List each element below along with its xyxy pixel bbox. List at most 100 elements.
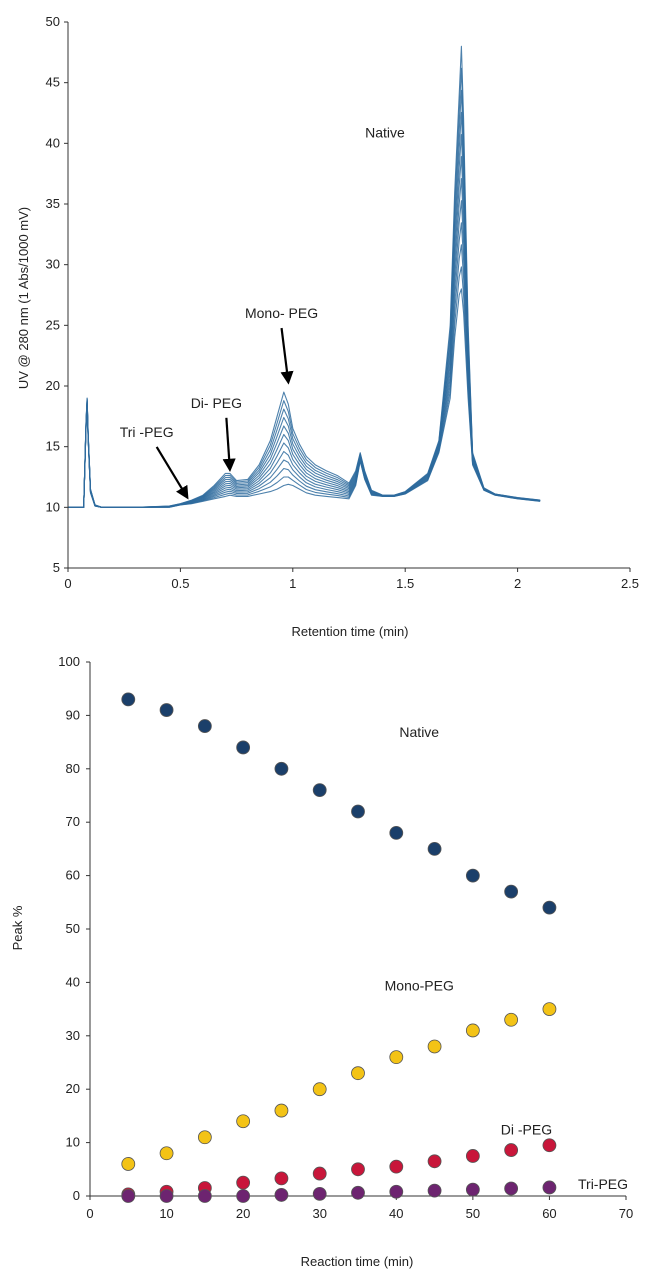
chromatogram-x-ticks: 0 0.5 1 1.5 2 2.5: [64, 568, 639, 591]
series-label-di-peg: Di -PEG: [501, 1122, 552, 1138]
chromatogram-y-ticks: 5 10 15 20 25 30 35 40 45 50: [46, 14, 68, 575]
peak-percent-y-tick-label: 70: [66, 814, 80, 829]
chromatogram-annotation: Mono- PEG: [245, 305, 318, 321]
chromatogram-trace: [68, 89, 541, 508]
point-di-peg: [542, 1138, 557, 1153]
point-di-peg: [274, 1171, 289, 1186]
series-label-native: Native: [399, 724, 439, 740]
point-mono-peg: [427, 1039, 442, 1054]
point-native: [351, 804, 365, 819]
point-tri-peg: [236, 1189, 251, 1203]
peak-percent-y-axis-label: Peak %: [10, 905, 25, 950]
point-native: [389, 825, 404, 840]
point-mono-peg: [121, 1157, 136, 1171]
point-tri-peg: [121, 1189, 136, 1203]
chromatogram-annotation: Native: [365, 124, 405, 140]
chromatogram-y-tick-label: 5: [53, 560, 60, 575]
point-di-peg: [504, 1143, 519, 1157]
peak-percent-y-tick-label: 40: [66, 974, 80, 989]
chromatogram-y-tick-label: 35: [46, 196, 60, 211]
chromatogram-y-tick-label: 20: [46, 378, 60, 393]
peak-percent-x-tick-label: 70: [619, 1206, 633, 1221]
chromatogram-traces: [68, 45, 541, 508]
point-tri-peg: [389, 1184, 404, 1199]
chromatogram-x-tick-label: 0: [64, 576, 71, 591]
chromatogram-annotation-arrow: [222, 417, 236, 472]
point-native: [312, 783, 327, 798]
chromatogram-x-tick-label: 1.5: [396, 576, 414, 591]
point-di-peg: [389, 1159, 404, 1174]
peak-percent-x-tick-label: 10: [159, 1206, 173, 1221]
chromatogram-x-axis-label: Retention time (min): [291, 624, 408, 639]
chromatogram-annotation: Tri -PEG: [120, 424, 174, 440]
point-tri-peg: [274, 1188, 289, 1202]
peak-percent-x-tick-label: 0: [86, 1206, 93, 1221]
point-tri-peg: [197, 1189, 212, 1203]
point-tri-peg: [159, 1189, 174, 1203]
point-di-peg: [465, 1149, 480, 1163]
point-tri-peg: [351, 1185, 365, 1200]
chromatogram-y-tick-label: 15: [46, 439, 60, 454]
chromatogram-trace: [68, 67, 541, 508]
point-mono-peg: [312, 1082, 327, 1097]
chromatogram-y-tick-label: 30: [46, 257, 60, 272]
peak-percent-y-tick-label: 80: [66, 761, 80, 776]
chromatogram-y-tick-label: 10: [46, 499, 60, 514]
peak-percent-y-tick-label: 0: [73, 1188, 80, 1203]
series-label-tri-peg: Tri-PEG: [578, 1176, 628, 1192]
point-mono-peg: [465, 1023, 480, 1038]
peak-percent-y-tick-label: 90: [66, 707, 80, 722]
point-mono-peg: [389, 1050, 404, 1065]
peak-percent-x-tick-label: 30: [312, 1206, 326, 1221]
point-tri-peg: [504, 1181, 519, 1196]
chromatogram-y-axis-label: UV @ 280 nm (1 Abs/1000 mV): [16, 207, 31, 389]
point-mono-peg: [504, 1012, 519, 1027]
series-label-mono-peg: Mono-PEG: [385, 977, 454, 993]
point-native: [197, 719, 212, 733]
peak-percent-x-tick-label: 60: [542, 1206, 556, 1221]
chromatogram-x-tick-label: 2: [514, 576, 521, 591]
peak-percent-x-tick-label: 40: [389, 1206, 403, 1221]
peak-percent-chart: 0 10 20 30 40 50 60 70 0 10 20 30 40 50 60 70 80 90 100 N…: [10, 654, 633, 1269]
chromatogram-x-tick-label: 2.5: [621, 576, 639, 591]
point-tri-peg: [427, 1183, 442, 1198]
peak-percent-y-tick-label: 100: [58, 654, 80, 669]
point-di-peg: [312, 1166, 327, 1181]
point-di-peg: [427, 1154, 442, 1169]
point-native: [465, 868, 480, 883]
peak-percent-y-tick-label: 60: [66, 868, 80, 883]
peak-percent-x-tick-label: 20: [236, 1206, 250, 1221]
chromatogram-annotation-arrow: [280, 327, 294, 385]
point-tri-peg: [465, 1182, 480, 1197]
point-native: [427, 842, 442, 856]
chromatogram-trace: [68, 178, 541, 508]
chromatogram-y-tick-label: 25: [46, 317, 60, 332]
point-native: [236, 740, 251, 755]
chromatogram-chart: 0 0.5 1 1.5 2 2.5 5 10 15 20 25 30 35 40 45 50 Native M…: [16, 14, 639, 639]
point-native: [121, 692, 136, 707]
point-native: [504, 884, 519, 899]
chromatogram-annotation-arrow: [155, 446, 189, 500]
peak-percent-x-axis-label: Reaction time (min): [301, 1254, 414, 1269]
peak-percent-points: [121, 692, 557, 1203]
chromatogram-annotations: Native Mono- PEG Di- PEG Tri -PEG: [120, 124, 405, 500]
peak-percent-y-ticks: 0 10 20 30 40 50 60 70 80 90 100: [58, 654, 90, 1203]
point-di-peg: [351, 1162, 365, 1177]
peak-percent-y-tick-label: 30: [66, 1028, 80, 1043]
chromatogram-trace: [68, 156, 541, 508]
chromatogram-x-tick-label: 1: [289, 576, 296, 591]
point-mono-peg: [274, 1103, 289, 1118]
chromatogram-y-tick-label: 40: [46, 135, 60, 150]
point-mono-peg: [159, 1146, 174, 1161]
peak-percent-y-tick-label: 10: [66, 1135, 80, 1150]
point-mono-peg: [236, 1114, 251, 1129]
chromatogram-y-tick-label: 50: [46, 14, 60, 29]
peak-percent-series-labels: Native Mono-PEG Di -PEG Tri-PEG: [385, 724, 628, 1192]
point-native: [542, 900, 557, 915]
chromatogram-trace: [68, 45, 541, 508]
point-mono-peg: [197, 1130, 212, 1145]
point-native: [274, 761, 289, 776]
chromatogram-x-tick-label: 0.5: [171, 576, 189, 591]
point-tri-peg: [312, 1186, 327, 1201]
